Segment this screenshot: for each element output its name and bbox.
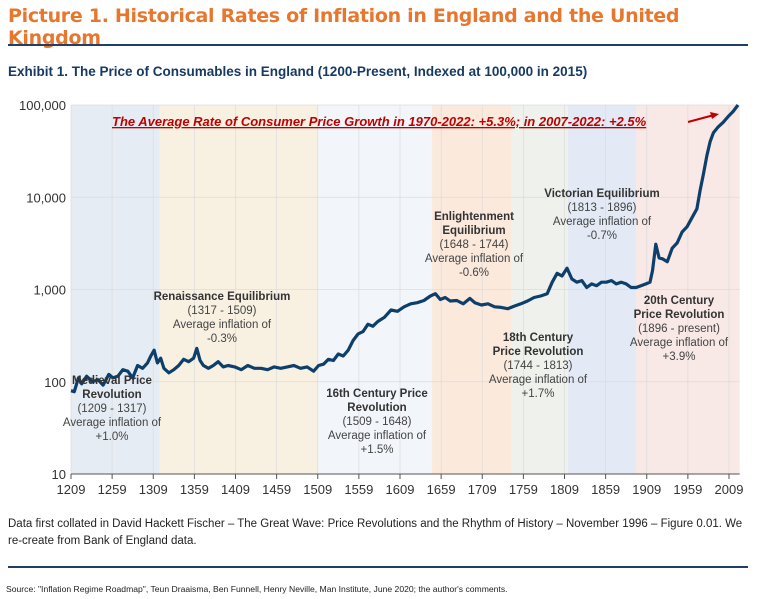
period-name: Renaissance Equilibrium [154, 291, 291, 303]
period-inflation-label: Average inflation of [63, 417, 162, 429]
period-range: (1744 - 1813) [503, 360, 572, 372]
period-inflation-label: Average inflation of [328, 430, 427, 442]
x-tick-label: 1959 [673, 482, 702, 497]
period-inflation-value: +1.0% [96, 431, 129, 443]
arrow-head-icon [710, 112, 719, 119]
x-tick-label: 1359 [180, 482, 209, 497]
x-tick-label: 1709 [468, 482, 497, 497]
y-tick-label: 10 [52, 467, 66, 482]
annotation-arrow [687, 114, 715, 123]
period-inflation-value: +3.9% [663, 351, 696, 363]
x-tick-label: 1259 [98, 482, 127, 497]
period-inflation-value: -0.6% [459, 267, 489, 279]
x-tick-label: 1909 [632, 482, 661, 497]
period-inflation-value: +1.7% [522, 388, 555, 400]
x-tick-label: 1609 [386, 482, 415, 497]
period-name: 20th Century Price Revolution [634, 295, 725, 321]
exhibit-title: Exhibit 1. The Price of Consumables in E… [8, 64, 588, 79]
x-tick-label: 1859 [591, 482, 620, 497]
period-range: (1509 - 1648) [342, 416, 411, 428]
period-name: Victorian Equilibrium [544, 188, 659, 200]
period-range: (1317 - 1509) [187, 305, 256, 317]
period-inflation-label: Average inflation of [425, 253, 524, 265]
period-name: 16th Century Price Revolution [326, 388, 428, 414]
period-name: Enlightenment Equilibrium [434, 211, 514, 237]
footnote: Data first collated in David Hackett Fis… [8, 518, 743, 547]
x-tick-label: 1459 [262, 482, 291, 497]
period-range: (1209 - 1317) [77, 403, 146, 415]
page-title: Picture 1. Historical Rates of Inflation… [8, 5, 680, 49]
period-range: (1896 - present) [638, 323, 720, 335]
y-tick-label: 100,000 [19, 98, 66, 113]
x-tick-label: 1509 [303, 482, 332, 497]
period-name: 18th Century Price Revolution [493, 332, 584, 358]
bottom-divider [8, 566, 748, 568]
period-range: (1648 - 1744) [439, 239, 508, 251]
y-tick-label: 100 [44, 375, 66, 390]
x-tick-label: 1759 [509, 482, 538, 497]
x-tick-label: 1809 [550, 482, 579, 497]
x-tick-label: 1409 [221, 482, 250, 497]
y-tick-label: 10,000 [26, 190, 66, 205]
period-inflation-label: Average inflation of [173, 319, 272, 331]
period-inflation-value: -0.3% [207, 333, 237, 345]
x-tick-label: 1659 [427, 482, 456, 497]
period-inflation-value: +1.5% [361, 444, 394, 456]
period-inflation-label: Average inflation of [489, 374, 588, 386]
period-range: (1813 - 1896) [567, 202, 636, 214]
period-name: Medieval Price Revolution [72, 375, 152, 401]
period-inflation-label: Average inflation of [630, 337, 729, 349]
x-tick-label: 1209 [57, 482, 86, 497]
source-note: Source: "Inflation Regime Roadmap", Teun… [6, 584, 508, 594]
x-tick-label: 2009 [715, 482, 744, 497]
x-tick-label: 1559 [344, 482, 373, 497]
x-tick-label: 1309 [139, 482, 168, 497]
top-divider [8, 44, 748, 46]
y-tick-label: 1,000 [33, 283, 66, 298]
period-inflation-value: -0.7% [587, 230, 617, 242]
period-inflation-label: Average inflation of [553, 216, 652, 228]
growth-annotation: The Average Rate of Consumer Price Growt… [112, 114, 647, 129]
price-chart: 1209 1259 1309 1359 1409 1459 1509 1559 1609 1659… [19, 98, 744, 497]
price-series-line [70, 104, 740, 394]
